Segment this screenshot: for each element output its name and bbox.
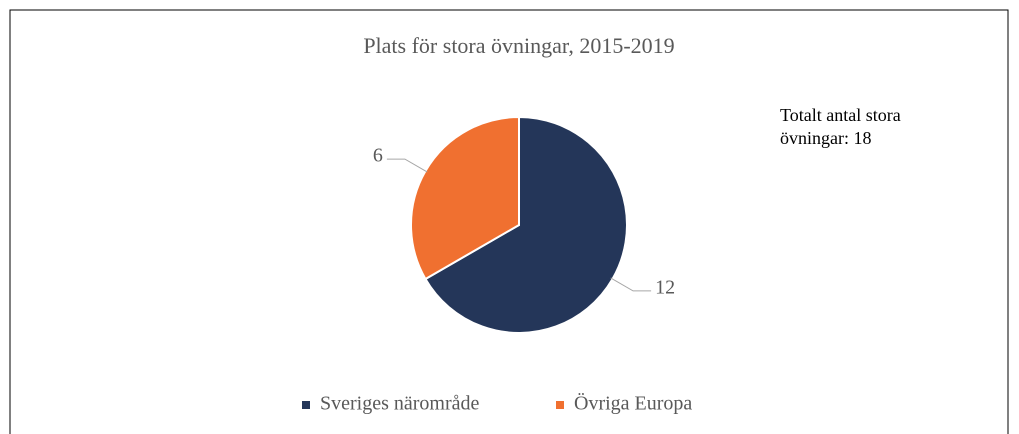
- frame: [9, 9, 1009, 434]
- legend-swatch: [556, 401, 564, 409]
- chart-title: Plats för stora övningar, 2015-2019: [363, 33, 674, 58]
- leader-line: [610, 277, 652, 292]
- legend-swatch: [302, 401, 310, 409]
- leader-line: [386, 158, 428, 173]
- data-label: 12: [655, 276, 675, 298]
- legend-label: Övriga Europa: [574, 392, 692, 415]
- data-label: 6: [373, 145, 383, 167]
- legend-label: Sveriges närområde: [320, 393, 480, 415]
- annotation: Totalt antal stora övningar: 18: [780, 105, 901, 148]
